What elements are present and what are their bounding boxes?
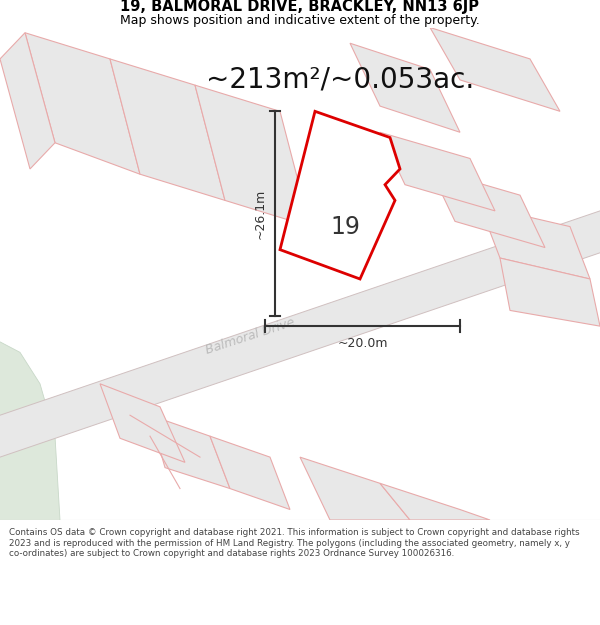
Polygon shape [430,169,545,248]
Polygon shape [0,32,55,169]
Text: ~20.0m: ~20.0m [337,337,388,349]
Text: Balmoral Drive: Balmoral Drive [204,316,296,357]
Polygon shape [480,206,590,279]
Polygon shape [110,59,225,201]
Text: 19, BALMORAL DRIVE, BRACKLEY, NN13 6JP: 19, BALMORAL DRIVE, BRACKLEY, NN13 6JP [121,0,479,14]
Polygon shape [350,43,460,132]
Polygon shape [380,132,495,211]
Polygon shape [300,457,410,520]
Polygon shape [500,258,600,326]
Polygon shape [280,111,400,279]
Polygon shape [25,32,140,174]
Polygon shape [100,384,185,462]
Text: ~213m²/~0.053ac.: ~213m²/~0.053ac. [206,66,474,94]
Polygon shape [430,28,560,111]
Polygon shape [0,211,600,457]
Polygon shape [0,342,60,520]
Polygon shape [380,483,490,520]
Polygon shape [195,85,310,227]
Text: Contains OS data © Crown copyright and database right 2021. This information is : Contains OS data © Crown copyright and d… [9,528,580,558]
Text: Map shows position and indicative extent of the property.: Map shows position and indicative extent… [120,14,480,27]
Polygon shape [150,415,230,489]
Polygon shape [210,436,290,509]
Text: 19: 19 [330,214,360,239]
Text: ~26.1m: ~26.1m [254,188,267,239]
